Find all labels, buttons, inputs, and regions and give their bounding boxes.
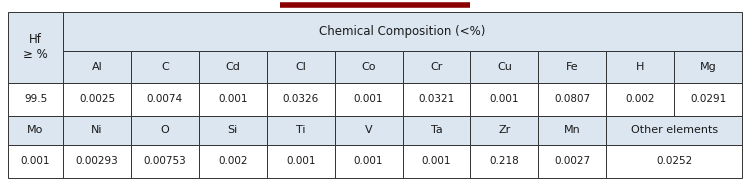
Text: 0.0291: 0.0291 [690,94,726,104]
Bar [131,83,199,116]
Bar [403,116,470,145]
Text: Si: Si [228,125,238,135]
Text: Cu: Cu [497,62,512,72]
Bar [606,145,742,178]
Text: O: O [160,125,170,135]
Text: Other elements: Other elements [631,125,718,135]
Text: 0.0025: 0.0025 [79,94,115,104]
Bar [334,116,403,145]
Text: 0.001: 0.001 [354,156,383,166]
Bar [403,83,470,116]
Bar [334,145,403,178]
Bar [470,83,538,116]
Bar [199,51,267,83]
Bar [403,51,470,83]
Text: 0.0807: 0.0807 [554,94,590,104]
Text: Cr: Cr [430,62,442,72]
Text: 0.001: 0.001 [490,94,519,104]
Bar [470,51,538,83]
Bar [674,51,742,83]
Bar [8,12,63,83]
Text: 0.0074: 0.0074 [147,94,183,104]
Text: 0.001: 0.001 [286,156,316,166]
Text: 0.0027: 0.0027 [554,156,590,166]
Bar [199,116,267,145]
Bar [403,145,470,178]
Text: 0.001: 0.001 [422,156,452,166]
Bar [63,51,131,83]
Text: Fe: Fe [566,62,578,72]
Text: 0.002: 0.002 [218,156,248,166]
Text: 0.001: 0.001 [21,156,50,166]
Text: 0.00753: 0.00753 [143,156,186,166]
Text: Ni: Ni [92,125,103,135]
Text: 0.0326: 0.0326 [283,94,319,104]
Text: Cl: Cl [296,62,306,72]
Text: Zr: Zr [498,125,511,135]
Bar [470,145,538,178]
Bar [470,116,538,145]
Text: Hf
≥ %: Hf ≥ % [23,33,48,61]
Text: Cd: Cd [225,62,240,72]
Text: Chemical Composition (<%): Chemical Composition (<%) [320,25,486,38]
Bar [63,12,742,51]
Bar [606,51,674,83]
Bar [63,83,131,116]
Text: 0.001: 0.001 [218,94,248,104]
Text: 0.002: 0.002 [626,94,655,104]
Bar [538,116,606,145]
Bar [131,116,199,145]
Bar [267,83,334,116]
Text: Al: Al [92,62,102,72]
Bar [63,145,131,178]
Bar [538,51,606,83]
Text: Mn: Mn [564,125,580,135]
Text: Co: Co [362,62,376,72]
Bar [538,83,606,116]
Text: 0.0252: 0.0252 [656,156,692,166]
Text: H: H [636,62,644,72]
Bar [131,51,199,83]
Text: Mo: Mo [27,125,44,135]
Bar [606,83,674,116]
Text: C: C [161,62,169,72]
Text: Mg: Mg [700,62,716,72]
Text: 99.5: 99.5 [24,94,47,104]
Bar [334,83,403,116]
Bar [267,51,334,83]
Text: 0.0321: 0.0321 [419,94,454,104]
Bar [8,116,63,145]
Text: 0.00293: 0.00293 [76,156,118,166]
Text: Ta: Ta [430,125,442,135]
Bar [267,116,334,145]
Bar [538,145,606,178]
Bar [199,83,267,116]
Bar [131,145,199,178]
Text: 0.001: 0.001 [354,94,383,104]
Bar [63,116,131,145]
Bar [8,83,63,116]
Text: Ti: Ti [296,125,305,135]
Bar [606,116,742,145]
Text: 0.218: 0.218 [490,156,519,166]
Bar [199,145,267,178]
Bar [334,51,403,83]
Bar [674,83,742,116]
Bar [8,145,63,178]
Text: V: V [364,125,373,135]
Bar [267,145,334,178]
